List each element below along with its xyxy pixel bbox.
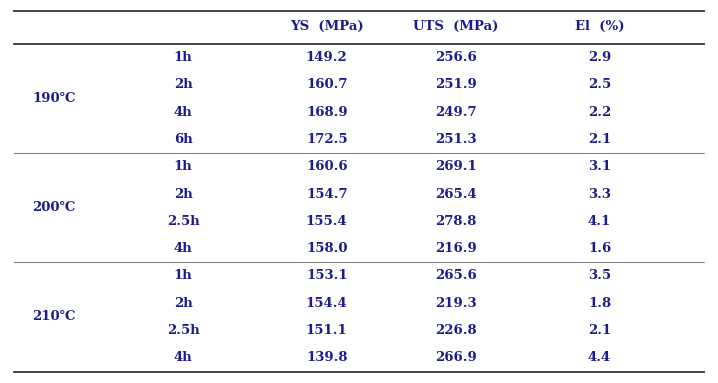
Text: 4h: 4h xyxy=(174,351,192,364)
Text: 1h: 1h xyxy=(174,51,192,64)
Text: 219.3: 219.3 xyxy=(435,297,477,310)
Text: 3.5: 3.5 xyxy=(588,270,611,283)
Text: YS  (MPa): YS (MPa) xyxy=(290,20,363,33)
Text: 2.5h: 2.5h xyxy=(167,215,200,228)
Text: 2.1: 2.1 xyxy=(588,133,611,146)
Text: 153.1: 153.1 xyxy=(306,270,348,283)
Text: 158.0: 158.0 xyxy=(306,242,348,255)
Text: 200℃: 200℃ xyxy=(32,201,75,214)
Text: 1h: 1h xyxy=(174,270,192,283)
Text: 6h: 6h xyxy=(174,133,192,146)
Text: 4.4: 4.4 xyxy=(588,351,611,364)
Text: 172.5: 172.5 xyxy=(306,133,348,146)
Text: 151.1: 151.1 xyxy=(306,324,348,337)
Text: 3.3: 3.3 xyxy=(588,188,611,201)
Text: 1h: 1h xyxy=(174,160,192,173)
Text: 4h: 4h xyxy=(174,106,192,119)
Text: 149.2: 149.2 xyxy=(306,51,348,64)
Text: 2h: 2h xyxy=(174,79,192,92)
Text: 1.8: 1.8 xyxy=(588,297,611,310)
Text: 2h: 2h xyxy=(174,188,192,201)
Text: 154.4: 154.4 xyxy=(306,297,348,310)
Text: 4h: 4h xyxy=(174,242,192,255)
Text: 154.7: 154.7 xyxy=(306,188,348,201)
Text: 251.3: 251.3 xyxy=(435,133,477,146)
Text: 155.4: 155.4 xyxy=(306,215,348,228)
Text: 210℃: 210℃ xyxy=(32,311,75,323)
Text: 226.8: 226.8 xyxy=(435,324,477,337)
Text: 160.7: 160.7 xyxy=(306,79,348,92)
Text: 2.5: 2.5 xyxy=(588,79,611,92)
Text: 265.4: 265.4 xyxy=(435,188,477,201)
Text: 4.1: 4.1 xyxy=(588,215,611,228)
Text: 251.9: 251.9 xyxy=(435,79,477,92)
Text: 190℃: 190℃ xyxy=(32,92,75,105)
Text: 168.9: 168.9 xyxy=(306,106,348,119)
Text: 2.5h: 2.5h xyxy=(167,324,200,337)
Text: 160.6: 160.6 xyxy=(306,160,348,173)
Text: El  (%): El (%) xyxy=(575,20,624,33)
Text: 3.1: 3.1 xyxy=(588,160,611,173)
Text: 265.6: 265.6 xyxy=(435,270,477,283)
Text: 2h: 2h xyxy=(174,297,192,310)
Text: 269.1: 269.1 xyxy=(435,160,477,173)
Text: 256.6: 256.6 xyxy=(435,51,477,64)
Text: 266.9: 266.9 xyxy=(435,351,477,364)
Text: 278.8: 278.8 xyxy=(435,215,477,228)
Text: UTS  (MPa): UTS (MPa) xyxy=(414,20,498,33)
Text: 249.7: 249.7 xyxy=(435,106,477,119)
Text: 2.1: 2.1 xyxy=(588,324,611,337)
Text: 216.9: 216.9 xyxy=(435,242,477,255)
Text: 1.6: 1.6 xyxy=(588,242,611,255)
Text: 139.8: 139.8 xyxy=(306,351,348,364)
Text: 2.2: 2.2 xyxy=(588,106,611,119)
Text: 2.9: 2.9 xyxy=(588,51,611,64)
